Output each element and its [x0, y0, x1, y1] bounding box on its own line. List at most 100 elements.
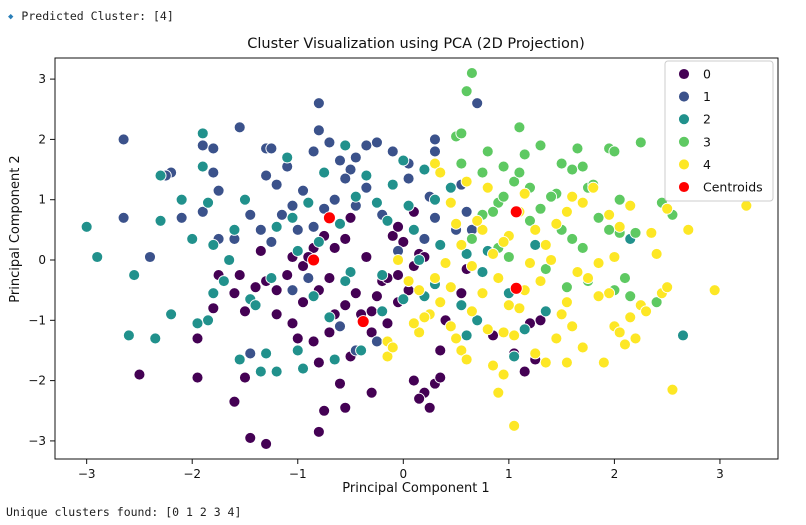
cluster-0-point — [328, 241, 341, 254]
cluster-4-point — [381, 350, 394, 363]
cluster-2-point — [418, 163, 431, 176]
cluster-0-point — [334, 377, 346, 390]
cluster-4-point — [550, 217, 563, 230]
cluster-4-point — [613, 220, 626, 233]
cluster-4-point — [587, 181, 600, 194]
cluster-0-point — [323, 272, 336, 285]
cluster-4-point — [539, 356, 552, 369]
cluster-1-point — [307, 220, 320, 233]
cluster-4-point — [413, 326, 426, 339]
cluster-2-point — [312, 235, 325, 248]
cluster-4-point — [487, 248, 499, 260]
centroid-points — [307, 205, 523, 328]
cluster-4-point — [513, 302, 526, 315]
cluster-0-point — [312, 425, 325, 438]
cluster-4-point — [492, 386, 505, 399]
x-axis-label: Principal Component 1 — [342, 481, 489, 496]
cluster-2-point — [370, 196, 383, 209]
cluster-0-point — [407, 374, 420, 387]
cluster-0-point — [207, 302, 220, 315]
output-bullet-icon: ◆ — [8, 12, 14, 22]
cluster-4-point — [603, 287, 616, 300]
y-tick-label: −3 — [28, 434, 46, 448]
cluster-1-point — [196, 205, 209, 218]
cluster-0-point — [370, 290, 383, 303]
cluster-2-point — [291, 344, 304, 357]
cluster-1-point — [286, 284, 299, 297]
cluster-0-point — [307, 335, 320, 348]
cluster-1-point — [302, 272, 315, 285]
cluster-4-point — [624, 199, 637, 212]
legend-label: 3 — [703, 134, 711, 149]
axis-ticks: −3 −2 −1 0 1 2 3 −3 −2 −1 0 1 2 3 — [28, 72, 723, 481]
cluster-3-point — [497, 190, 510, 203]
cluster-0-point — [297, 260, 309, 272]
cluster-3-point — [555, 157, 568, 170]
cluster-2-point — [149, 332, 162, 345]
predicted-cluster-output: ◆ Predicted Cluster: [4] — [8, 9, 174, 23]
cluster-4-point — [402, 275, 415, 288]
cluster-4-point — [492, 272, 505, 285]
cluster-2-point — [207, 287, 220, 300]
cluster-4-point — [619, 338, 631, 351]
cluster-4-point — [434, 166, 447, 179]
cluster-2-point — [471, 314, 484, 327]
cluster-1-point — [471, 97, 484, 110]
cluster-1-point — [386, 145, 399, 158]
cluster-2-point — [207, 238, 220, 251]
y-tick-label: −1 — [28, 313, 46, 327]
centroid-point — [356, 315, 370, 328]
cluster-4-point — [407, 317, 420, 330]
cluster-4-point — [455, 238, 468, 251]
cluster-3-point — [571, 142, 584, 155]
cluster-0-point — [339, 299, 352, 312]
cluster-4-point — [708, 284, 721, 297]
cluster-3-point — [650, 296, 663, 309]
cluster-1-point — [270, 178, 283, 191]
cluster-2-point — [334, 217, 346, 230]
cluster-0-point — [534, 314, 547, 327]
cluster-4-point — [560, 205, 573, 218]
cluster-4-point — [460, 175, 473, 188]
chart-title: Cluster Visualization using PCA (2D Proj… — [247, 36, 584, 52]
cluster-0-point — [413, 392, 426, 405]
cluster-4-point — [508, 329, 521, 342]
cluster-4-point — [413, 284, 426, 297]
cluster-4-point — [560, 356, 573, 369]
y-axis-label: Principal Component 2 — [8, 155, 23, 302]
legend-marker — [678, 113, 690, 126]
cluster-2-point — [302, 196, 315, 209]
cluster-2-point — [376, 269, 389, 282]
cluster-3-point — [460, 85, 473, 98]
cluster-4-point — [603, 208, 616, 221]
cluster-1-point — [429, 133, 441, 146]
cluster-0-point — [312, 356, 325, 369]
cluster-1-point — [207, 166, 220, 179]
y-tick-label: 0 — [38, 253, 46, 267]
cluster-2-point — [196, 160, 209, 173]
cluster-4-point — [386, 341, 399, 354]
cluster-4-point — [661, 202, 674, 215]
centroid-point — [322, 211, 336, 225]
cluster-2-point — [191, 317, 204, 330]
cluster-4-point — [481, 323, 494, 336]
x-tick-label: 2 — [611, 467, 619, 481]
cluster-2-point — [249, 299, 262, 312]
cluster-0-point — [260, 437, 273, 450]
centroid-point — [509, 205, 523, 219]
cluster-2-point — [518, 323, 531, 336]
x-tick-label: 0 — [399, 467, 407, 481]
cluster-4-point — [592, 290, 605, 303]
cluster-2-point — [508, 350, 521, 363]
cluster-0-point — [191, 332, 204, 345]
cluster-1-point — [265, 235, 278, 248]
cluster-4-point — [539, 238, 552, 251]
cluster-2-point — [407, 223, 420, 236]
cluster-4-point — [576, 196, 589, 209]
cluster-0-point — [270, 284, 283, 297]
cluster-4-point — [481, 181, 494, 194]
x-tick-label: 3 — [716, 467, 724, 481]
cluster-0-point — [323, 326, 336, 339]
cluster-3-point — [608, 145, 621, 158]
cluster-1-point — [260, 169, 273, 182]
